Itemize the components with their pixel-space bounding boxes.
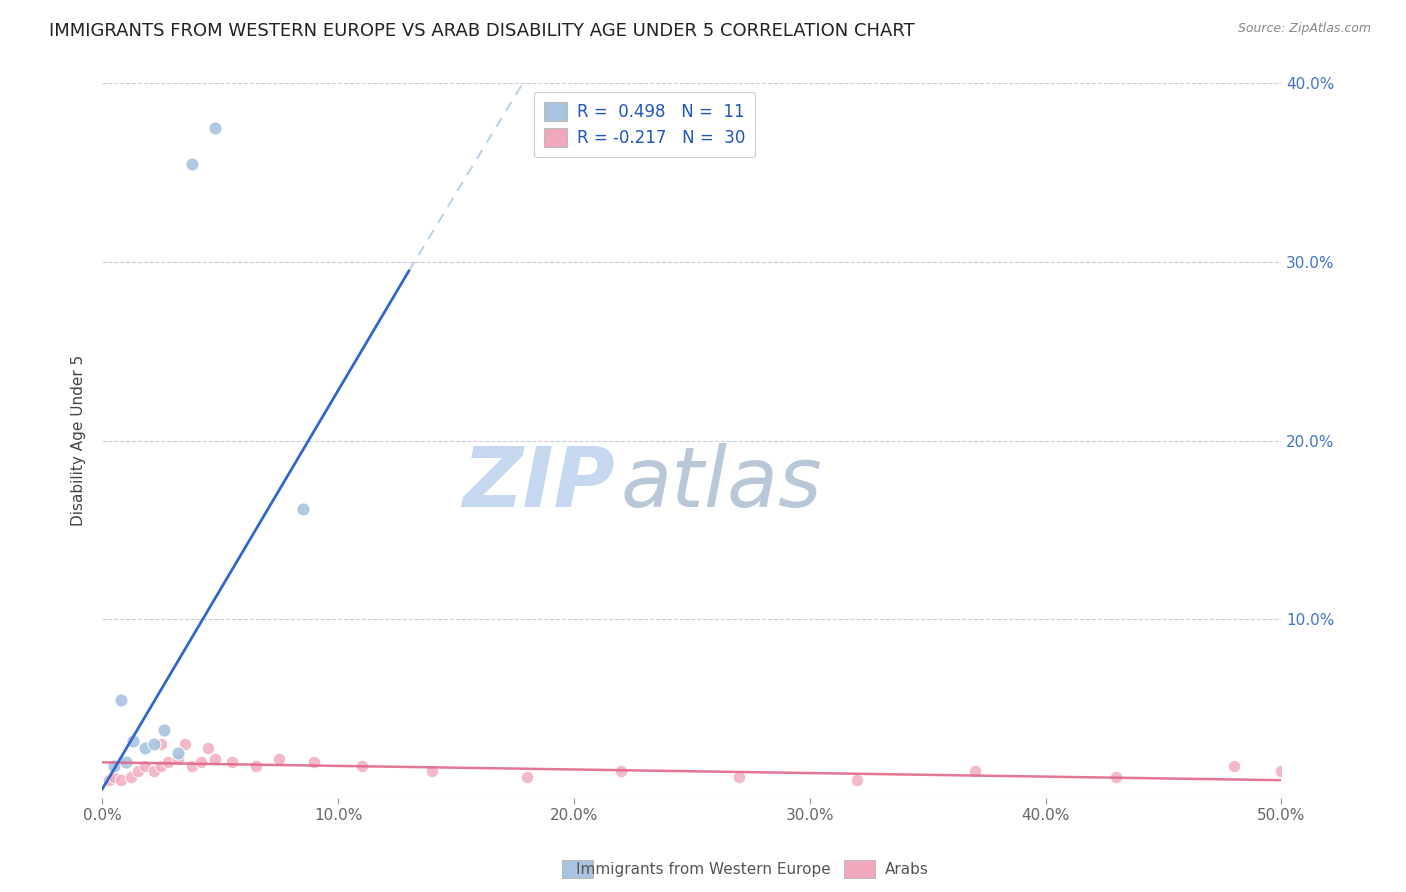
Point	[197, 741, 219, 756]
Point	[157, 756, 180, 770]
Point	[204, 752, 226, 766]
Point	[166, 752, 188, 766]
Point	[150, 759, 173, 773]
Point	[221, 756, 243, 770]
Point	[134, 741, 156, 756]
Point	[103, 770, 125, 784]
Point	[845, 773, 868, 788]
Text: atlas: atlas	[621, 443, 823, 524]
Point	[120, 770, 142, 784]
Point	[516, 770, 538, 784]
Point	[110, 773, 132, 788]
Point	[143, 738, 166, 752]
Point	[143, 764, 166, 779]
Legend: R =  0.498   N =  11, R = -0.217   N =  30: R = 0.498 N = 11, R = -0.217 N = 30	[534, 92, 755, 157]
Point	[422, 764, 444, 779]
Point	[173, 738, 195, 752]
Point	[291, 501, 314, 516]
Point	[190, 756, 212, 770]
Point	[728, 770, 751, 784]
Point	[134, 759, 156, 773]
Point	[166, 747, 188, 761]
Point	[204, 121, 226, 136]
Point	[963, 764, 986, 779]
Point	[114, 756, 136, 770]
Point	[110, 693, 132, 707]
Point	[304, 756, 326, 770]
Point	[267, 752, 290, 766]
Point	[610, 764, 633, 779]
Point	[180, 157, 202, 171]
Point	[152, 723, 174, 738]
Point	[98, 773, 121, 788]
Text: Source: ZipAtlas.com: Source: ZipAtlas.com	[1237, 22, 1371, 36]
Y-axis label: Disability Age Under 5: Disability Age Under 5	[72, 355, 86, 526]
Text: IMMIGRANTS FROM WESTERN EUROPE VS ARAB DISABILITY AGE UNDER 5 CORRELATION CHART: IMMIGRANTS FROM WESTERN EUROPE VS ARAB D…	[49, 22, 915, 40]
Point	[103, 759, 125, 773]
Text: Immigrants from Western Europe: Immigrants from Western Europe	[575, 863, 831, 877]
Text: ZIP: ZIP	[463, 443, 616, 524]
Text: Arabs: Arabs	[884, 863, 929, 877]
Point	[180, 759, 202, 773]
Point	[150, 738, 173, 752]
Point	[1105, 770, 1128, 784]
Point	[245, 759, 267, 773]
Point	[122, 734, 145, 748]
Point	[350, 759, 373, 773]
Point	[1223, 759, 1246, 773]
Point	[127, 764, 149, 779]
Point	[1270, 764, 1292, 779]
